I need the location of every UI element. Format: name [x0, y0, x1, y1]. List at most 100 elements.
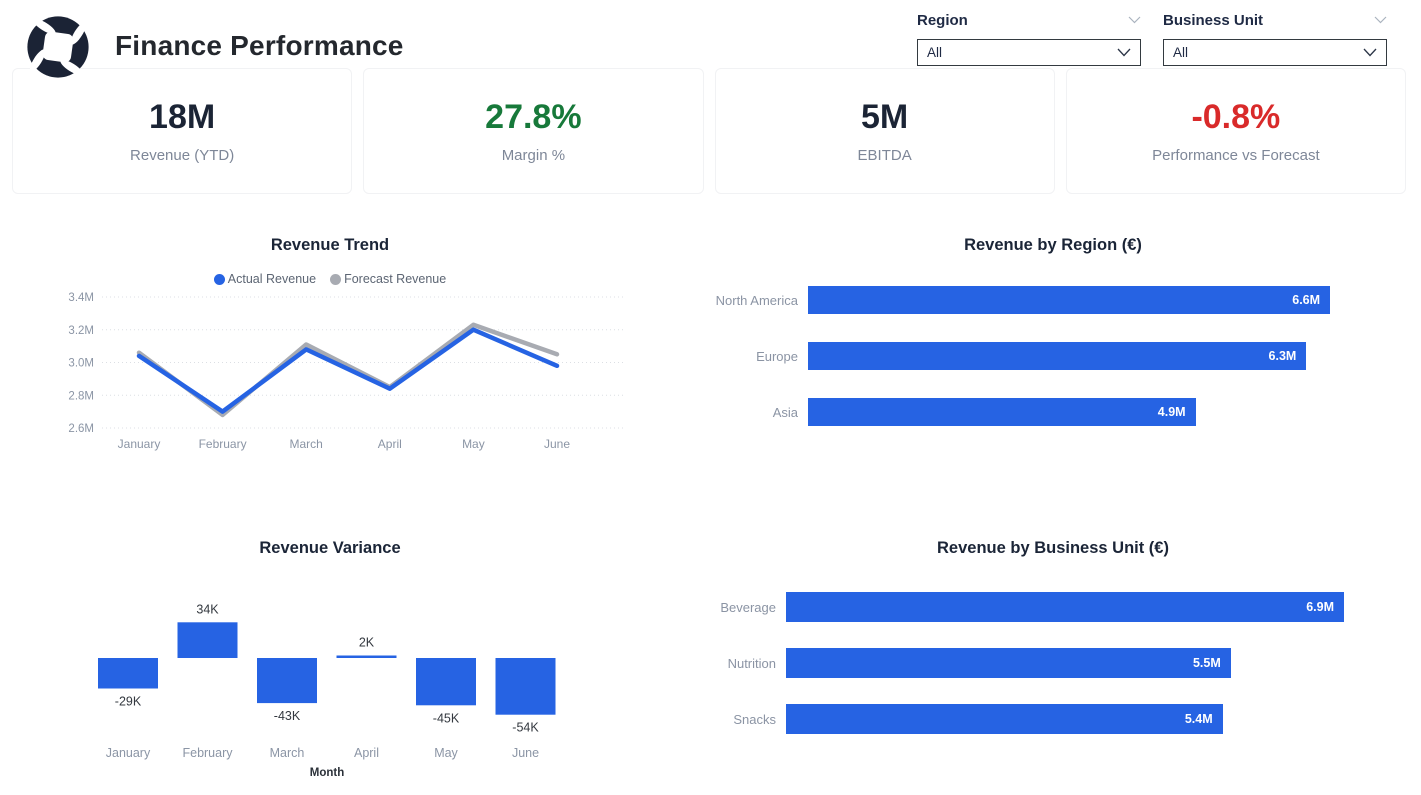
kpi-label: EBITDA [857, 146, 912, 164]
bar-row-europe: Europe 6.3M [700, 342, 1406, 370]
chart-legend: Actual Revenue Forecast Revenue [20, 271, 640, 287]
kpi-card-margin: 27.8% Margin % [363, 68, 704, 194]
kpi-card-ebitda: 5M EBITDA [714, 68, 1055, 194]
y-axis-tick: 2.6M [68, 423, 94, 435]
legend-item-actual[interactable]: Actual Revenue [213, 272, 316, 286]
chevron-down-icon[interactable] [1117, 48, 1131, 57]
app-logo-icon [24, 13, 92, 81]
x-axis-label: May [434, 746, 458, 760]
y-axis-tick: 3.4M [68, 292, 94, 304]
chevron-down-icon[interactable] [1374, 16, 1387, 24]
x-axis-label: February [182, 746, 233, 760]
bar-row-beverage: Beverage 6.9M [700, 592, 1406, 622]
slicer-business-unit-value: All [1173, 45, 1189, 60]
kpi-value: 18M [149, 98, 216, 137]
x-axis-label: June [512, 746, 539, 760]
bar-category-label: Europe [756, 348, 798, 364]
column-value-label: -29K [115, 694, 142, 708]
chevron-down-icon[interactable] [1363, 48, 1377, 57]
x-axis-label: March [290, 437, 323, 451]
x-axis-label: May [462, 437, 485, 451]
kpi-row: 18M Revenue (YTD) 27.8% Margin % 5M EBIT… [12, 68, 1406, 194]
chevron-down-icon[interactable] [1128, 16, 1141, 24]
y-axis-tick: 2.8M [68, 390, 94, 402]
slicer-business-unit-label: Business Unit [1163, 11, 1264, 29]
column-chart-plot[interactable]: -29K January 34K February -43K March 2K April -4… [20, 558, 640, 786]
line-chart-plot[interactable]: 3.4M 3.2M 3.0M 2.8M 2.6M January February March… [20, 287, 640, 455]
column-march[interactable] [257, 658, 317, 704]
column-may[interactable] [416, 658, 476, 706]
legend-dot-icon [213, 273, 225, 285]
bar-value-label: 6.3M [1268, 349, 1297, 363]
kpi-label: Revenue (YTD) [130, 146, 235, 164]
bar-north-america[interactable]: 6.6M [808, 286, 1331, 314]
bar-asia[interactable]: 4.9M [808, 398, 1196, 426]
column-value-label: 34K [196, 602, 219, 616]
x-axis-label: January [118, 437, 161, 451]
page-title: Finance Performance [115, 30, 404, 61]
x-axis-title: Month [310, 767, 344, 779]
kpi-value: 5M [861, 98, 909, 137]
slicer-business-unit-dropdown[interactable]: All [1163, 39, 1387, 66]
column-april[interactable] [336, 655, 397, 659]
bar-row-snacks: Snacks 5.4M [700, 704, 1406, 734]
revenue-variance-chart: Revenue Variance -29K January 34K February -… [20, 539, 640, 789]
slicer-business-unit-header[interactable]: Business Unit [1163, 8, 1387, 32]
kpi-card-performance-vs-forecast: -0.8% Performance vs Forecast [1065, 68, 1406, 194]
x-axis-label: January [106, 746, 151, 760]
x-axis-label: April [378, 437, 402, 451]
y-axis-tick: 3.2M [68, 325, 94, 337]
bar-category-label: Beverage [720, 599, 776, 615]
y-axis-tick: 3.0M [68, 358, 94, 370]
bar-row-asia: Asia 4.9M [700, 398, 1406, 426]
bar-nutrition[interactable]: 5.5M [786, 648, 1231, 678]
slicer-region-value: All [927, 45, 943, 60]
header: Finance Performance Region All Business … [0, 0, 1421, 78]
column-february[interactable] [177, 622, 238, 658]
bar-category-label: Snacks [733, 711, 776, 727]
kpi-label: Margin % [501, 146, 566, 164]
bar-value-label: 4.9M [1157, 405, 1186, 419]
bar-category-label: Nutrition [727, 655, 776, 671]
bar-value-label: 6.9M [1306, 600, 1334, 614]
chart-title: Revenue Trend [270, 236, 390, 254]
slicer-region-header[interactable]: Region [917, 8, 1141, 32]
bar-row-north-america: North America 6.6M [700, 286, 1406, 314]
bar-europe[interactable]: 6.3M [808, 342, 1307, 370]
kpi-value: -0.8% [1191, 98, 1281, 137]
kpi-label: Performance vs Forecast [1152, 146, 1320, 164]
column-value-label: -45K [433, 711, 460, 725]
column-june[interactable] [495, 658, 556, 715]
bar-category-label: North America [715, 292, 798, 308]
bar-value-label: 6.6M [1292, 293, 1321, 307]
revenue-trend-chart: Revenue Trend Actual Revenue Forecast Re… [20, 236, 640, 486]
slicer-region: Region All [917, 8, 1141, 66]
x-axis-label: April [354, 746, 379, 760]
revenue-by-business-unit-chart: Revenue by Business Unit (€) Beverage 6.9… [700, 539, 1406, 784]
column-january[interactable] [98, 658, 158, 689]
slicer-region-dropdown[interactable]: All [917, 39, 1141, 66]
bar-snacks[interactable]: 5.4M [786, 704, 1223, 734]
bar-category-label: Asia [772, 404, 798, 420]
slicer-region-label: Region [917, 11, 968, 29]
bar-value-label: 5.4M [1184, 712, 1213, 726]
slicer-business-unit: Business Unit All [1163, 8, 1387, 66]
legend-dot-icon [330, 273, 342, 285]
column-value-label: -54K [512, 721, 539, 735]
bar-beverage[interactable]: 6.9M [786, 592, 1344, 622]
bar-value-label: 5.5M [1192, 656, 1221, 670]
x-axis-label: February [199, 437, 247, 451]
kpi-value: 27.8% [485, 98, 582, 137]
column-value-label: 2K [359, 636, 375, 650]
chart-title: Revenue Variance [259, 539, 401, 557]
kpi-card-revenue-ytd: 18M Revenue (YTD) [12, 68, 353, 194]
x-axis-label: June [544, 437, 570, 451]
column-value-label: -43K [274, 709, 301, 723]
line-series-actual-revenue[interactable] [136, 327, 560, 414]
bar-row-nutrition: Nutrition 5.5M [700, 648, 1406, 678]
chart-title: Revenue by Business Unit (€) [937, 539, 1169, 557]
x-axis-label: March [270, 746, 305, 760]
chart-title: Revenue by Region (€) [964, 236, 1142, 254]
legend-item-forecast[interactable]: Forecast Revenue [330, 272, 446, 286]
revenue-by-region-chart: Revenue by Region (€) North America 6.6M E… [700, 236, 1406, 476]
